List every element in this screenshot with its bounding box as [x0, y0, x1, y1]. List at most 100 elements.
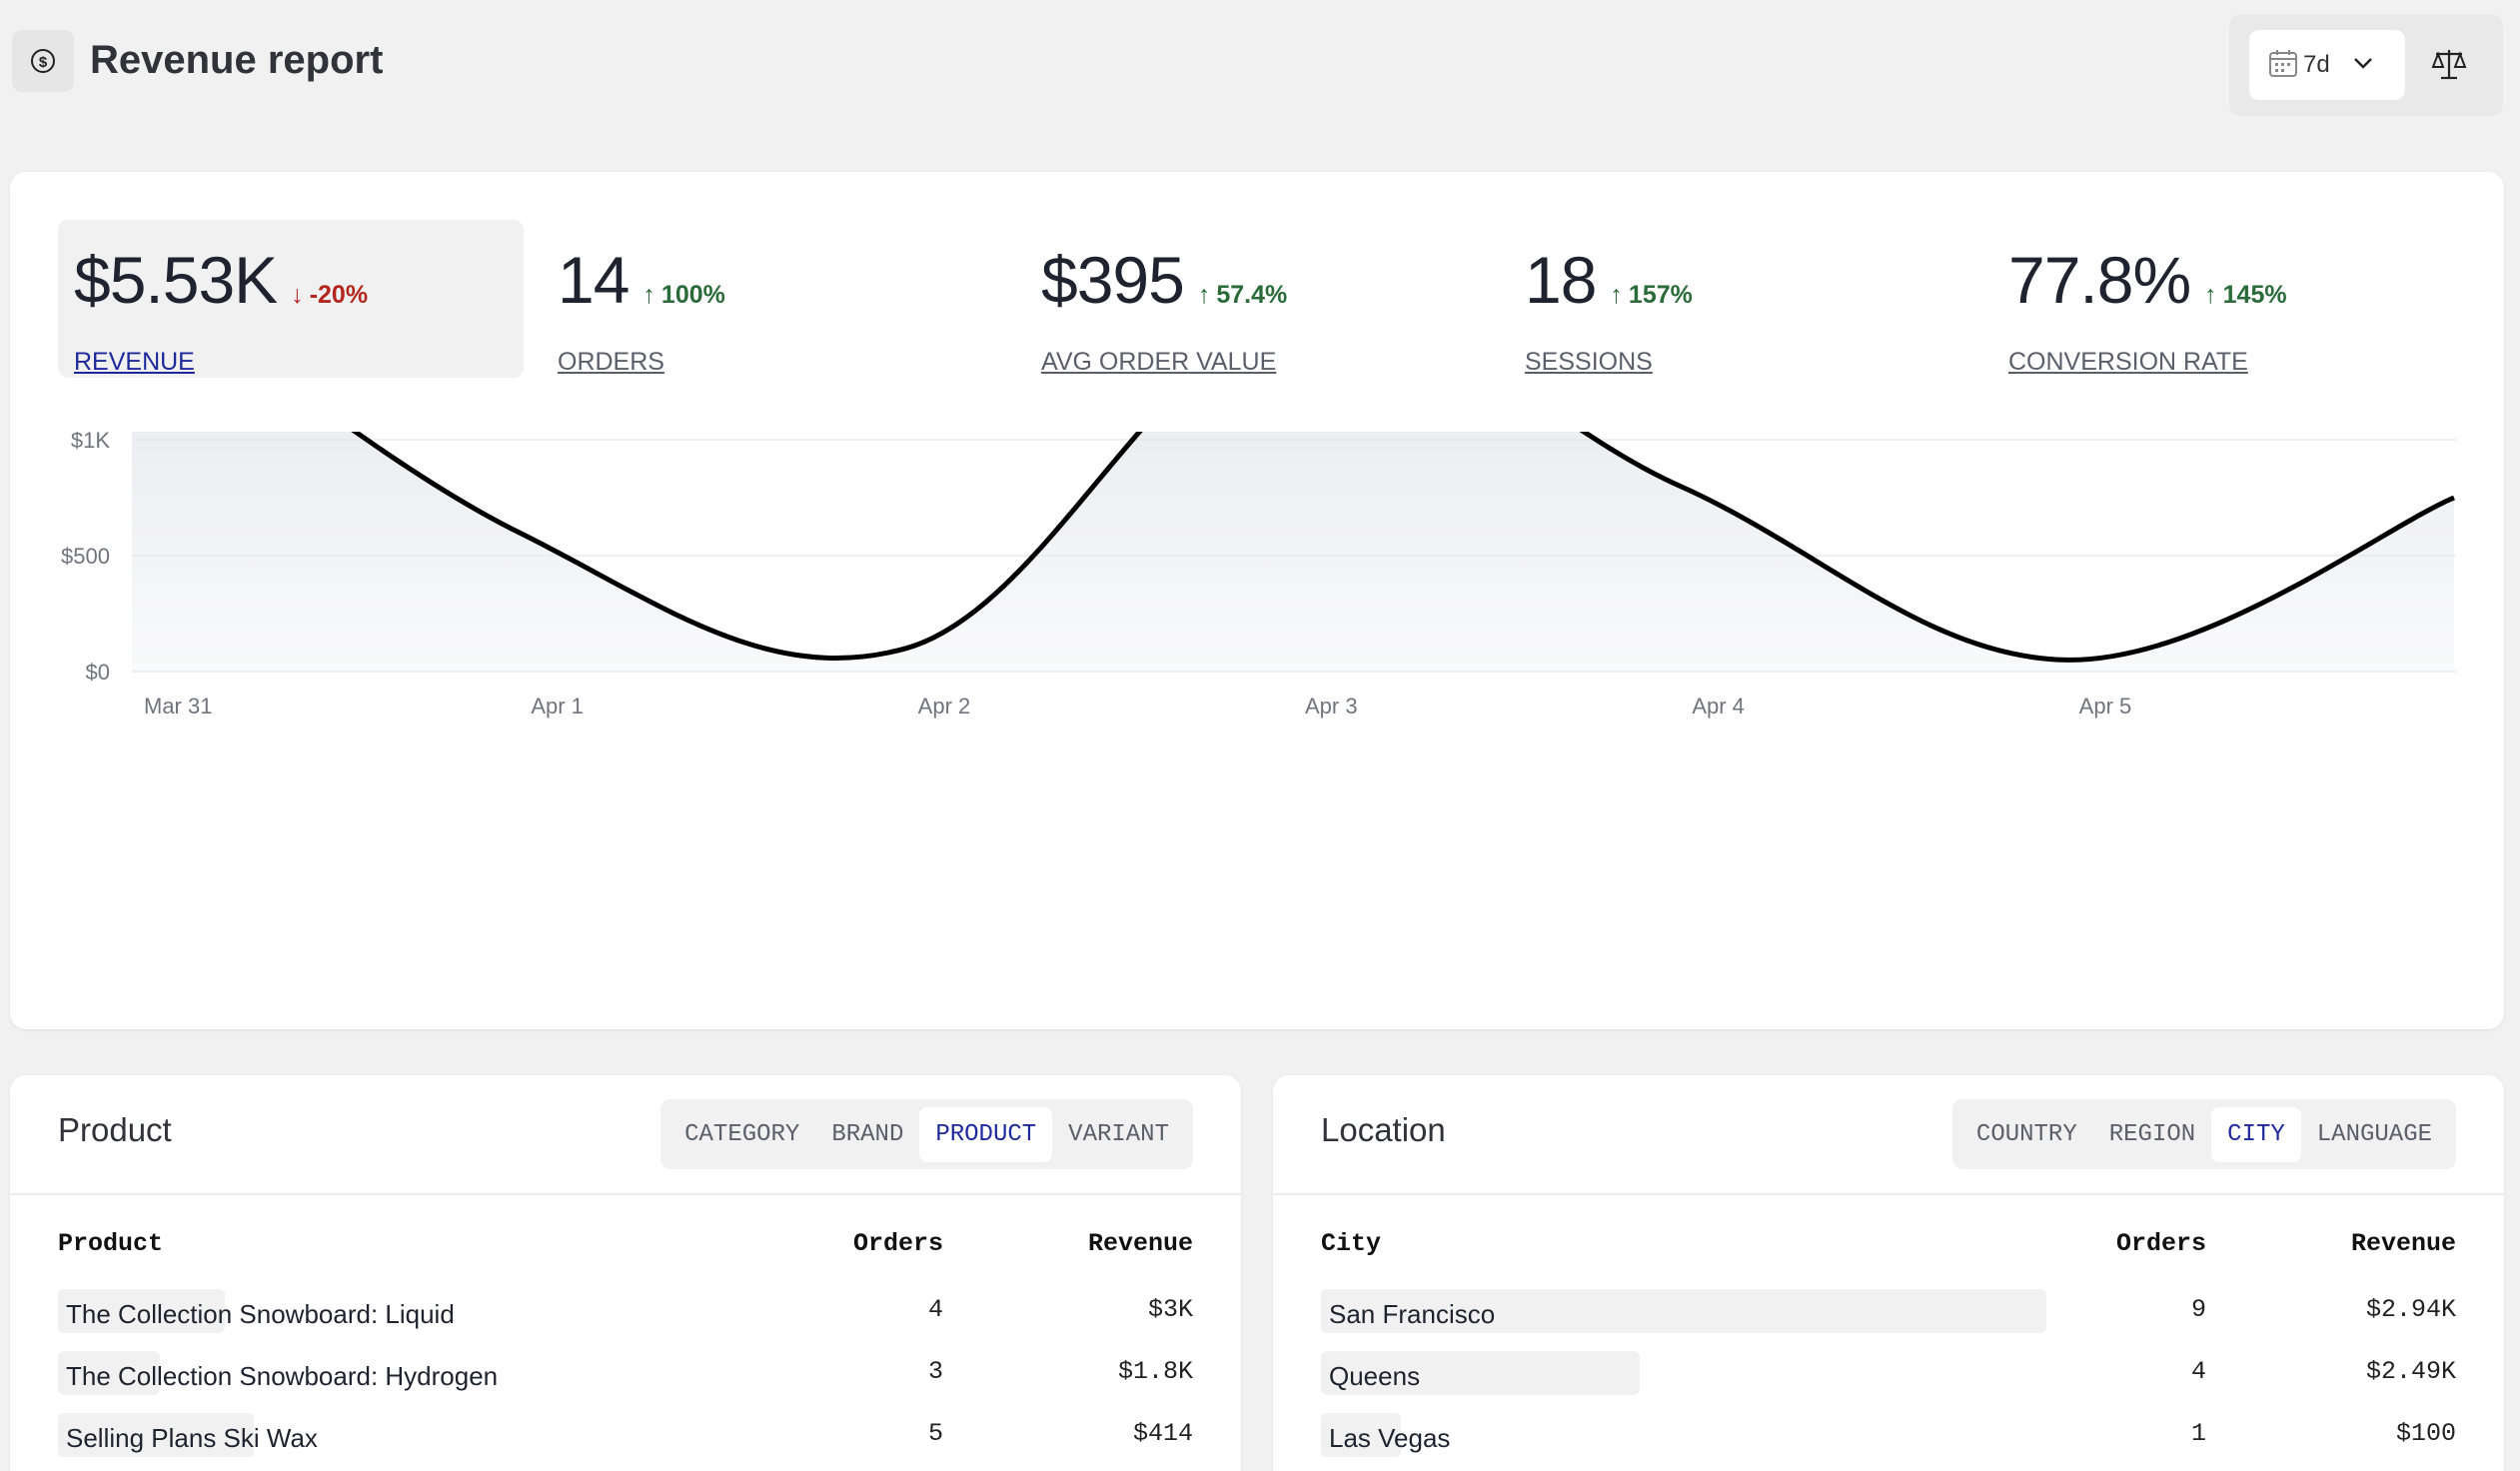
metric-delta-value: 100% [660, 281, 725, 309]
y-tick-label: $500 [61, 544, 110, 569]
row-orders: 1 [2190, 1419, 2206, 1448]
y-tick-label: $0 [86, 660, 110, 685]
row-name: Las Vegas [1329, 1423, 1451, 1453]
share-bar [58, 1413, 254, 1457]
arrow-up-icon: ↑ [2204, 281, 2217, 309]
metric-delta: ↑ 57.4% [1198, 281, 1287, 310]
arrow-up-icon: ↑ [1197, 281, 1211, 309]
metric-value: 18 [1525, 243, 1597, 317]
row-orders: 4 [2190, 1357, 2206, 1386]
table-row[interactable]: The Collection Snowboard: Liquid 4 $3K [58, 1289, 1193, 1333]
dollar-circle-icon: $ [12, 30, 74, 92]
product-panel-title: Product [58, 1111, 172, 1148]
row-orders: 3 [927, 1357, 943, 1386]
table-row[interactable]: San Francisco 9 $2.94K [1321, 1289, 2456, 1333]
share-bar [1321, 1351, 1640, 1395]
metric-conversion-rate[interactable]: 77.8% ↑ 145% CONVERSION RATE [1992, 220, 2458, 378]
location-table-header: City Orders Revenue [1321, 1229, 2456, 1259]
tab-product[interactable]: PRODUCT [919, 1106, 1053, 1162]
revenue-area [132, 432, 2454, 672]
column-header-orders[interactable]: Orders [2115, 1229, 2206, 1258]
x-tick-label: Apr 5 [2079, 694, 2132, 719]
divider [1273, 1193, 2504, 1195]
metric-value-row: 14 ↑ 100% [558, 242, 991, 318]
revenue-line [351, 432, 2455, 663]
tab-category[interactable]: CATEGORY [684, 1120, 800, 1148]
metric-delta-value: 157% [1628, 281, 1693, 309]
metric-label[interactable]: ORDERS [558, 348, 664, 376]
metric-delta: ↑ 145% [2204, 281, 2286, 310]
metric-delta-value: 145% [2222, 281, 2287, 309]
table-row[interactable]: Las Vegas 1 $100 [1321, 1413, 2456, 1457]
arrow-up-icon: ↑ [642, 281, 655, 309]
date-range-select[interactable]: 7d [2249, 30, 2405, 100]
tab-region[interactable]: REGION [2108, 1120, 2196, 1148]
revenue-summary-card: $5.53K ↓ -20% REVENUE 14 ↑ 100% ORDERS $395 ↑ 57.4… [10, 172, 2504, 1029]
metric-sessions[interactable]: 18 ↑ 157% SESSIONS [1509, 220, 1974, 378]
row-revenue: $1.8K [1117, 1357, 1193, 1386]
arrow-down-icon: ↓ [291, 281, 304, 309]
row-revenue: $2.49K [2365, 1357, 2456, 1386]
row-name: San Francisco [1329, 1299, 1496, 1329]
row-revenue: $3K [1147, 1295, 1193, 1324]
share-bar [1321, 1289, 2046, 1333]
scale-icon [2430, 45, 2468, 88]
divider [10, 1193, 1241, 1195]
table-row[interactable]: The Collection Snowboard: Hydrogen 3 $1.8K [58, 1351, 1193, 1395]
row-revenue: $414 [1132, 1419, 1193, 1448]
tab-variant[interactable]: VARIANT [1068, 1120, 1169, 1148]
location-breakdown-tabs: COUNTRY REGION CITY LANGUAGE [1951, 1099, 2456, 1169]
metric-value: 14 [558, 243, 630, 317]
tab-country[interactable]: COUNTRY [1975, 1120, 2077, 1148]
metric-label[interactable]: REVENUE [74, 348, 195, 376]
metric-value-row: 18 ↑ 157% [1525, 242, 1958, 318]
compare-button[interactable] [2423, 40, 2475, 92]
row-name: Selling Plans Ski Wax [66, 1423, 318, 1453]
share-bar [58, 1289, 225, 1333]
arrow-up-icon: ↑ [1610, 281, 1623, 309]
row-orders: 5 [927, 1419, 943, 1448]
share-bar [1321, 1413, 1401, 1457]
metric-value: $395 [1041, 243, 1185, 317]
svg-text:$: $ [39, 54, 48, 71]
metric-orders[interactable]: 14 ↑ 100% ORDERS [542, 220, 1007, 378]
tab-brand[interactable]: BRAND [831, 1120, 904, 1148]
column-header-orders[interactable]: Orders [852, 1229, 943, 1258]
report-controls: 7d [2229, 14, 2503, 116]
metric-revenue[interactable]: $5.53K ↓ -20% REVENUE [58, 220, 524, 378]
tab-city[interactable]: CITY [2211, 1106, 2301, 1162]
y-tick-label: $1K [71, 432, 110, 453]
row-orders: 9 [2190, 1295, 2206, 1324]
x-tick-label: Mar 31 [144, 694, 212, 719]
product-breakdown-tabs: CATEGORY BRAND PRODUCT VARIANT [660, 1099, 1193, 1169]
tab-language[interactable]: LANGUAGE [2316, 1120, 2432, 1148]
metric-label[interactable]: AVG ORDER VALUE [1041, 348, 1277, 376]
metric-value-row: $5.53K ↓ -20% [74, 242, 508, 318]
product-table-header: Product Orders Revenue [58, 1229, 1193, 1259]
metric-delta-value: 57.4% [1216, 281, 1288, 309]
metric-delta: ↑ 100% [642, 281, 724, 310]
metric-delta: ↓ -20% [291, 281, 368, 310]
x-tick-label: Apr 2 [918, 694, 971, 719]
top-bar: $ Revenue report 7d [0, 0, 2520, 130]
row-name: The Collection Snowboard: Liquid [66, 1299, 455, 1329]
metric-value-row: $395 ↑ 57.4% [1041, 242, 1475, 318]
metric-value: $5.53K [74, 243, 278, 317]
column-header-product[interactable]: Product [58, 1229, 164, 1258]
column-header-city[interactable]: City [1321, 1229, 1382, 1258]
table-row[interactable]: Selling Plans Ski Wax 5 $414 [58, 1413, 1193, 1457]
metric-delta: ↑ 157% [1610, 281, 1692, 310]
metric-value: 77.8% [2008, 243, 2191, 317]
column-header-revenue[interactable]: Revenue [2350, 1229, 2456, 1258]
table-row[interactable]: Queens 4 $2.49K [1321, 1351, 2456, 1395]
column-header-revenue[interactable]: Revenue [1087, 1229, 1193, 1258]
row-orders: 4 [927, 1295, 943, 1324]
x-tick-label: Apr 1 [531, 694, 584, 719]
row-revenue: $2.94K [2365, 1295, 2456, 1324]
metric-label[interactable]: CONVERSION RATE [2008, 348, 2248, 376]
metric-delta-value: -20% [309, 281, 369, 309]
metric-label[interactable]: SESSIONS [1525, 348, 1653, 376]
metric-avg-order-value[interactable]: $395 ↑ 57.4% AVG ORDER VALUE [1025, 220, 1491, 378]
date-range-value: 7d [2303, 51, 2330, 78]
